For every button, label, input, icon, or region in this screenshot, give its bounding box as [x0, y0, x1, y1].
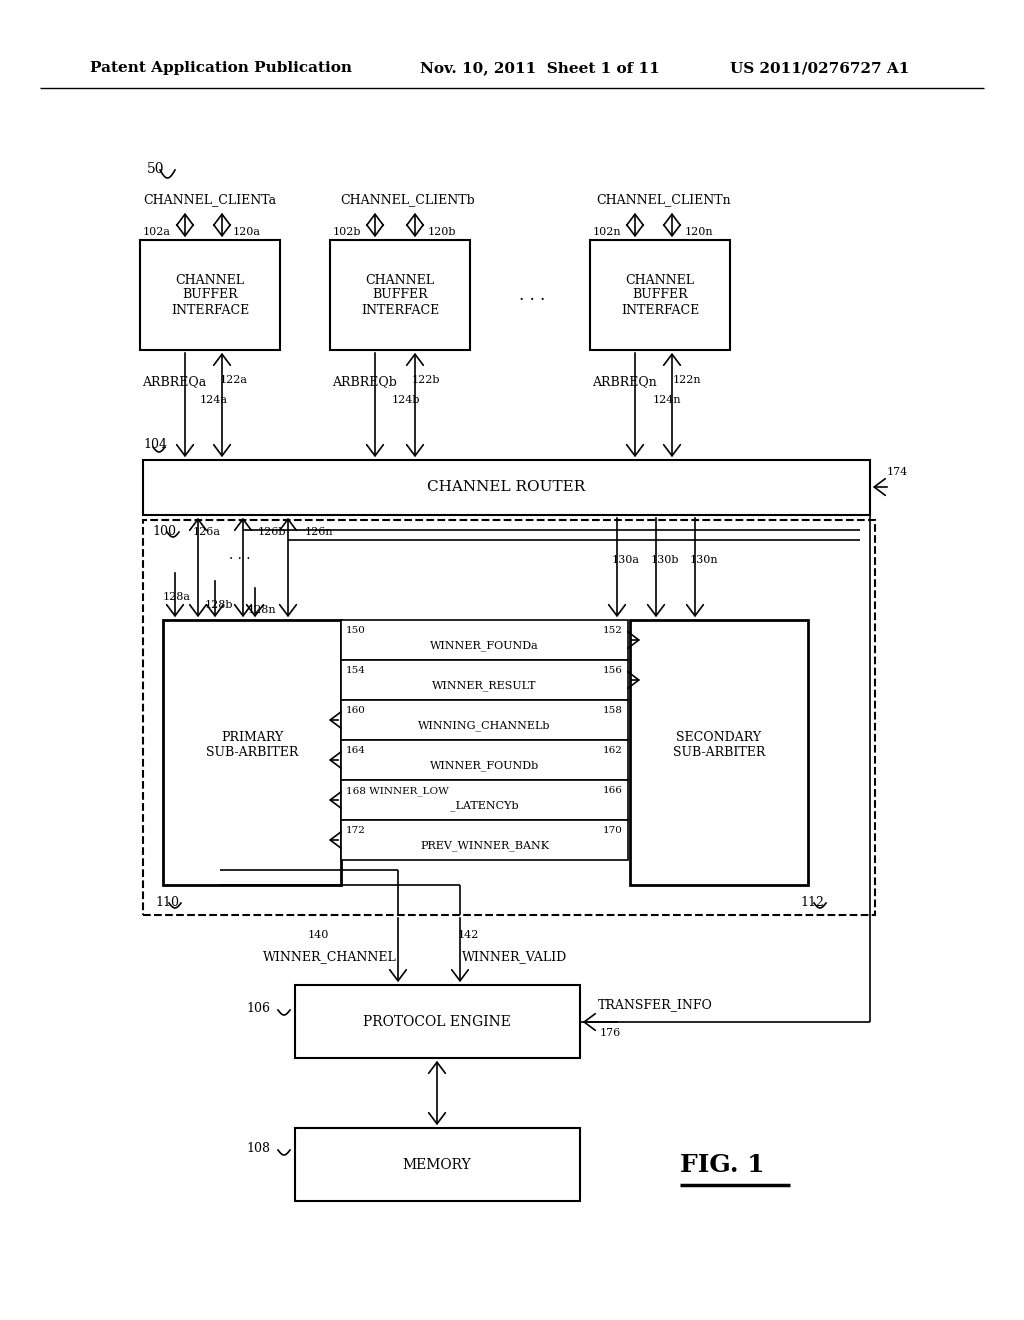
Text: WINNER_VALID: WINNER_VALID [462, 950, 567, 964]
Bar [341, 741, 628, 780]
Text: 108: 108 [246, 1142, 270, 1155]
Bar [341, 620, 628, 660]
Bar [590, 240, 730, 350]
Text: TRANSFER_INFO: TRANSFER_INFO [598, 998, 713, 1011]
Text: CHANNEL_CLIENTb: CHANNEL_CLIENTb [341, 194, 475, 206]
Text: CHANNEL
BUFFER
INTERFACE: CHANNEL BUFFER INTERFACE [171, 273, 249, 317]
Bar [341, 780, 628, 820]
Text: 106: 106 [246, 1002, 270, 1015]
Text: WINNER_RESULT: WINNER_RESULT [432, 681, 537, 692]
Text: Nov. 10, 2011  Sheet 1 of 11: Nov. 10, 2011 Sheet 1 of 11 [420, 61, 659, 75]
Bar [143, 520, 874, 915]
Text: . . .: . . . [229, 548, 251, 562]
Text: 124n: 124n [653, 395, 682, 405]
Bar [140, 240, 280, 350]
Bar [630, 620, 808, 884]
Text: 124b: 124b [392, 395, 421, 405]
Text: 110: 110 [155, 896, 179, 909]
Text: 104: 104 [143, 438, 167, 451]
Text: 158: 158 [603, 706, 623, 715]
Text: ARBREQa: ARBREQa [142, 375, 206, 388]
Text: 160: 160 [346, 706, 366, 715]
Text: 130b: 130b [651, 554, 680, 565]
Text: _LATENCYb: _LATENCYb [451, 801, 519, 812]
Text: 150: 150 [346, 626, 366, 635]
Text: ARBREQb: ARBREQb [332, 375, 397, 388]
Text: 112: 112 [800, 896, 824, 909]
Text: CHANNEL
BUFFER
INTERFACE: CHANNEL BUFFER INTERFACE [621, 273, 699, 317]
Text: 120b: 120b [428, 227, 457, 238]
Text: CHANNEL_CLIENTn: CHANNEL_CLIENTn [597, 194, 731, 206]
Text: 176: 176 [600, 1028, 622, 1038]
Text: 152: 152 [603, 626, 623, 635]
Bar [330, 240, 470, 350]
Text: WINNING_CHANNELb: WINNING_CHANNELb [418, 721, 551, 731]
Text: ARBREQn: ARBREQn [592, 375, 656, 388]
Text: . . .: . . . [519, 286, 545, 304]
Text: 130n: 130n [690, 554, 719, 565]
Text: PROTOCOL ENGINE: PROTOCOL ENGINE [364, 1015, 511, 1030]
Text: 126a: 126a [193, 527, 221, 537]
Text: FIG. 1: FIG. 1 [680, 1152, 765, 1177]
Text: 124a: 124a [200, 395, 228, 405]
Text: 172: 172 [346, 826, 366, 836]
Text: SECONDARY
SUB-ARBITER: SECONDARY SUB-ARBITER [673, 731, 765, 759]
Text: 102b: 102b [333, 227, 361, 238]
Text: CHANNEL_CLIENTa: CHANNEL_CLIENTa [143, 194, 276, 206]
Bar [143, 459, 870, 515]
Text: 168 WINNER_LOW: 168 WINNER_LOW [346, 785, 449, 796]
Text: CHANNEL ROUTER: CHANNEL ROUTER [427, 480, 585, 494]
Bar [295, 1129, 580, 1201]
Text: 122a: 122a [220, 375, 248, 385]
Bar [341, 700, 628, 741]
Text: 120a: 120a [233, 227, 261, 238]
Text: 162: 162 [603, 746, 623, 755]
Text: 130a: 130a [612, 554, 640, 565]
Text: WINNER_FOUNDb: WINNER_FOUNDb [430, 760, 539, 771]
Text: 170: 170 [603, 826, 623, 836]
Text: WINNER_FOUNDa: WINNER_FOUNDa [430, 640, 539, 651]
Text: 126b: 126b [258, 527, 287, 537]
Text: 140: 140 [308, 931, 330, 940]
Text: 128n: 128n [248, 605, 276, 615]
Text: 122n: 122n [673, 375, 701, 385]
Bar [341, 660, 628, 700]
Text: 50: 50 [147, 162, 165, 176]
Text: 174: 174 [887, 467, 908, 477]
Text: US 2011/0276727 A1: US 2011/0276727 A1 [730, 61, 909, 75]
Text: 142: 142 [458, 931, 479, 940]
Text: WINNER_CHANNEL: WINNER_CHANNEL [263, 950, 396, 964]
Text: MEMORY: MEMORY [402, 1158, 471, 1172]
Text: 166: 166 [603, 785, 623, 795]
Text: 126n: 126n [305, 527, 334, 537]
Text: 102a: 102a [143, 227, 171, 238]
Text: 102n: 102n [592, 227, 621, 238]
Text: 164: 164 [346, 746, 366, 755]
Text: CHANNEL
BUFFER
INTERFACE: CHANNEL BUFFER INTERFACE [360, 273, 439, 317]
Text: 154: 154 [346, 667, 366, 675]
Text: Patent Application Publication: Patent Application Publication [90, 61, 352, 75]
Bar [163, 620, 341, 884]
Text: 128a: 128a [163, 591, 191, 602]
Text: 120n: 120n [685, 227, 714, 238]
Text: 128b: 128b [205, 601, 233, 610]
Bar [341, 820, 628, 861]
Text: PREV_WINNER_BANK: PREV_WINNER_BANK [420, 841, 549, 851]
Text: 122b: 122b [412, 375, 440, 385]
Text: PRIMARY
SUB-ARBITER: PRIMARY SUB-ARBITER [206, 731, 298, 759]
Bar [295, 985, 580, 1059]
Text: 156: 156 [603, 667, 623, 675]
Text: 100: 100 [152, 525, 176, 539]
